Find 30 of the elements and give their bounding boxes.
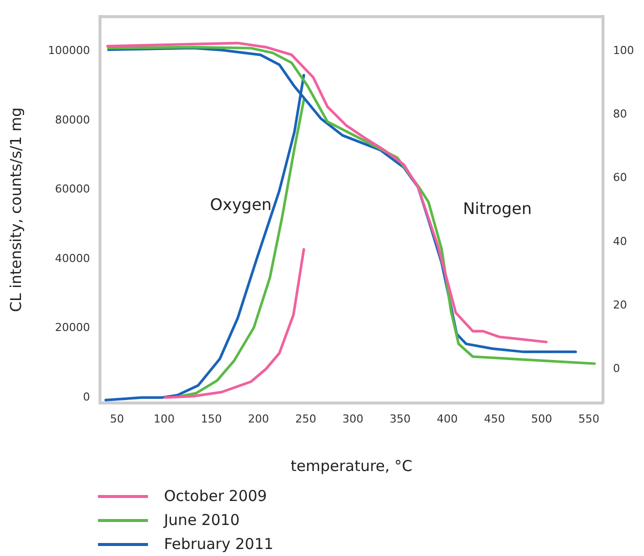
x-tick-label: 250 bbox=[295, 412, 316, 426]
y-tick-label: 60000 bbox=[54, 182, 90, 196]
y-tick-label: 100000 bbox=[48, 44, 90, 58]
y-axis-title: CL intensity, counts/s/1 mg bbox=[6, 107, 25, 312]
y2-tick-label: 0 bbox=[613, 362, 620, 376]
x-tick-label: 50 bbox=[110, 412, 124, 426]
x-tick-label: 300 bbox=[342, 412, 364, 426]
y2-tick-label: 20 bbox=[613, 298, 628, 312]
y2-tick-label: 40 bbox=[613, 234, 628, 248]
x-tick-label: 200 bbox=[248, 412, 270, 426]
x-tick-label: 100 bbox=[154, 412, 175, 426]
x-tick-label: 150 bbox=[200, 412, 222, 426]
x-axis-title: temperature, °C bbox=[290, 456, 412, 475]
legend-label: February 2011 bbox=[164, 535, 274, 553]
x-tick-label: 350 bbox=[390, 412, 411, 426]
x-tick-label: 400 bbox=[436, 412, 458, 426]
y2-tick-label: 80 bbox=[613, 108, 628, 121]
y2-tick-label: 60 bbox=[613, 171, 628, 184]
annotation: Nitrogen bbox=[462, 198, 532, 218]
x-tick-label: 500 bbox=[531, 412, 552, 426]
legend-label: October 2009 bbox=[164, 487, 267, 505]
x-tick-label: 450 bbox=[484, 412, 505, 426]
legend-label: June 2010 bbox=[164, 511, 240, 529]
y-tick-label: 0 bbox=[82, 390, 90, 404]
annotation: Oxygen bbox=[210, 194, 272, 214]
y-tick-label: 40000 bbox=[54, 252, 90, 265]
x-tick-label: 550 bbox=[578, 412, 600, 426]
y2-tick-label: 100 bbox=[613, 44, 634, 57]
y-tick-label: 80000 bbox=[54, 113, 90, 126]
y-tick-label: 20000 bbox=[54, 321, 90, 334]
